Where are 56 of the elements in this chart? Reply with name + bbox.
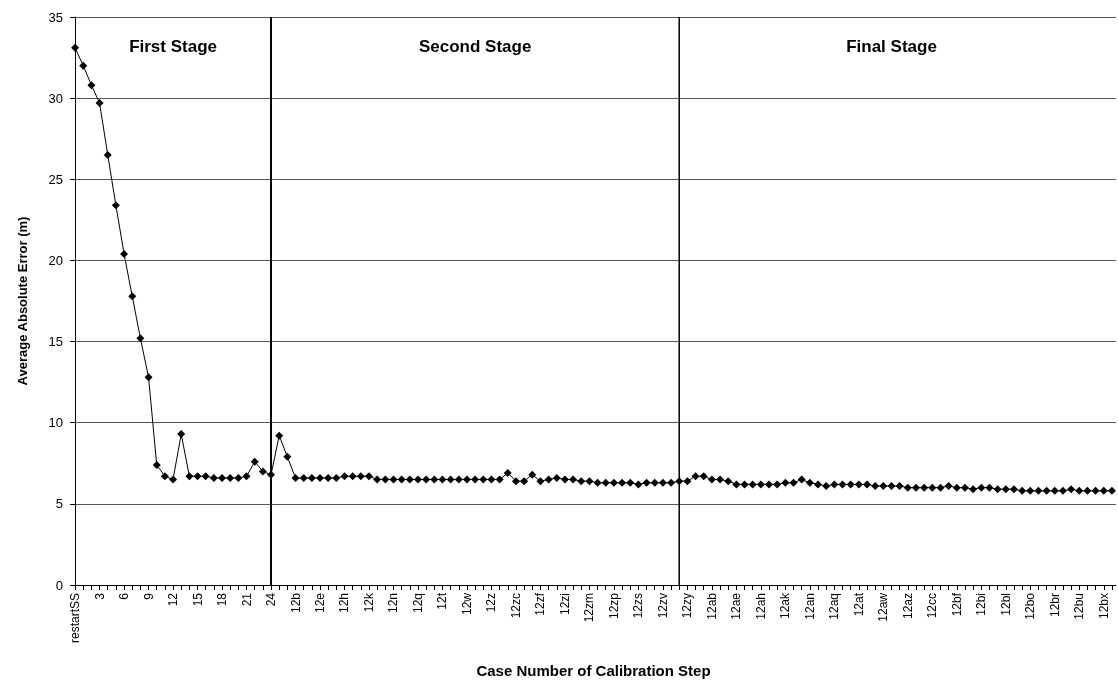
x-tick-label: 12: [166, 592, 181, 607]
x-tick-label: 12ak: [778, 592, 793, 620]
x-tick-label: 12zm: [582, 593, 597, 623]
x-tick-label: 6: [117, 592, 132, 600]
x-tick-label: 12zf: [533, 592, 548, 616]
x-tick-label: 12e: [313, 592, 327, 614]
x-tick-label: 12bf: [949, 592, 964, 617]
y-tick-label: 10: [48, 415, 63, 431]
y-tick-label: 30: [48, 90, 63, 106]
x-tick-label: 12ah: [753, 593, 768, 620]
y-axis-title: Average Absolute Error (m): [15, 216, 30, 386]
y-tick-label: 35: [48, 9, 63, 25]
x-tick-label: 12at: [851, 592, 866, 617]
x-tick-label: 12bu: [1072, 593, 1087, 620]
x-tick-label: 12aq: [827, 593, 842, 620]
y-tick-label: 15: [48, 334, 63, 350]
x-tick-label: 12bl: [998, 593, 1013, 616]
x-tick-label: 15: [190, 592, 205, 607]
x-tick-label: 12t: [435, 592, 450, 610]
x-tick-label: 12k: [361, 592, 376, 613]
x-tick-label: 12bi: [974, 593, 989, 616]
x-tick-label: restartSS: [68, 593, 83, 644]
x-tick-label: 12cc: [925, 593, 940, 619]
x-tick-label: 12n: [386, 593, 401, 614]
x-tick-label: 12ab: [704, 592, 719, 620]
x-tick-label: 12zc: [508, 593, 523, 619]
x-tick-label: 12ae: [729, 592, 744, 620]
x-tick-label: 12zs: [631, 593, 646, 619]
x-tick-label: 12az: [900, 593, 915, 620]
x-tick-label: 12bx: [1096, 593, 1111, 620]
annotation: First Stage: [129, 36, 217, 56]
x-tick-label: 12an: [802, 593, 817, 620]
x-tick-label: 12w: [459, 592, 474, 616]
y-tick-label: 20: [48, 252, 63, 268]
x-tick-label: 12zy: [680, 593, 695, 619]
x-tick-label: 12q: [410, 593, 425, 614]
annotation: Final Stage: [846, 36, 937, 56]
x-tick-label: 18: [215, 592, 230, 607]
x-tick-label: 12zp: [606, 592, 621, 620]
x-tick-label: 12h: [337, 593, 352, 614]
y-tick-label: 5: [55, 496, 63, 512]
x-tick-label: 9: [141, 592, 156, 600]
x-tick-label: 24: [264, 592, 279, 607]
x-tick-label: 12br: [1047, 593, 1062, 618]
x-tick-label: 12zv: [655, 593, 670, 619]
x-tick-label: 12bo: [1023, 592, 1038, 620]
y-tick-label: 25: [48, 171, 63, 187]
x-axis-title: Case Number of Calibration Step: [476, 662, 711, 679]
y-tick-label: 0: [55, 577, 63, 593]
x-tick-label: 21: [239, 592, 254, 607]
annotation: Second Stage: [418, 36, 532, 56]
x-tick-label: 3: [92, 592, 107, 600]
x-tick-label: 12aw: [876, 592, 891, 622]
x-tick-label: 12zi: [557, 593, 572, 616]
x-tick-label: 12z: [484, 593, 499, 613]
x-tick-label: 12b: [288, 592, 303, 614]
